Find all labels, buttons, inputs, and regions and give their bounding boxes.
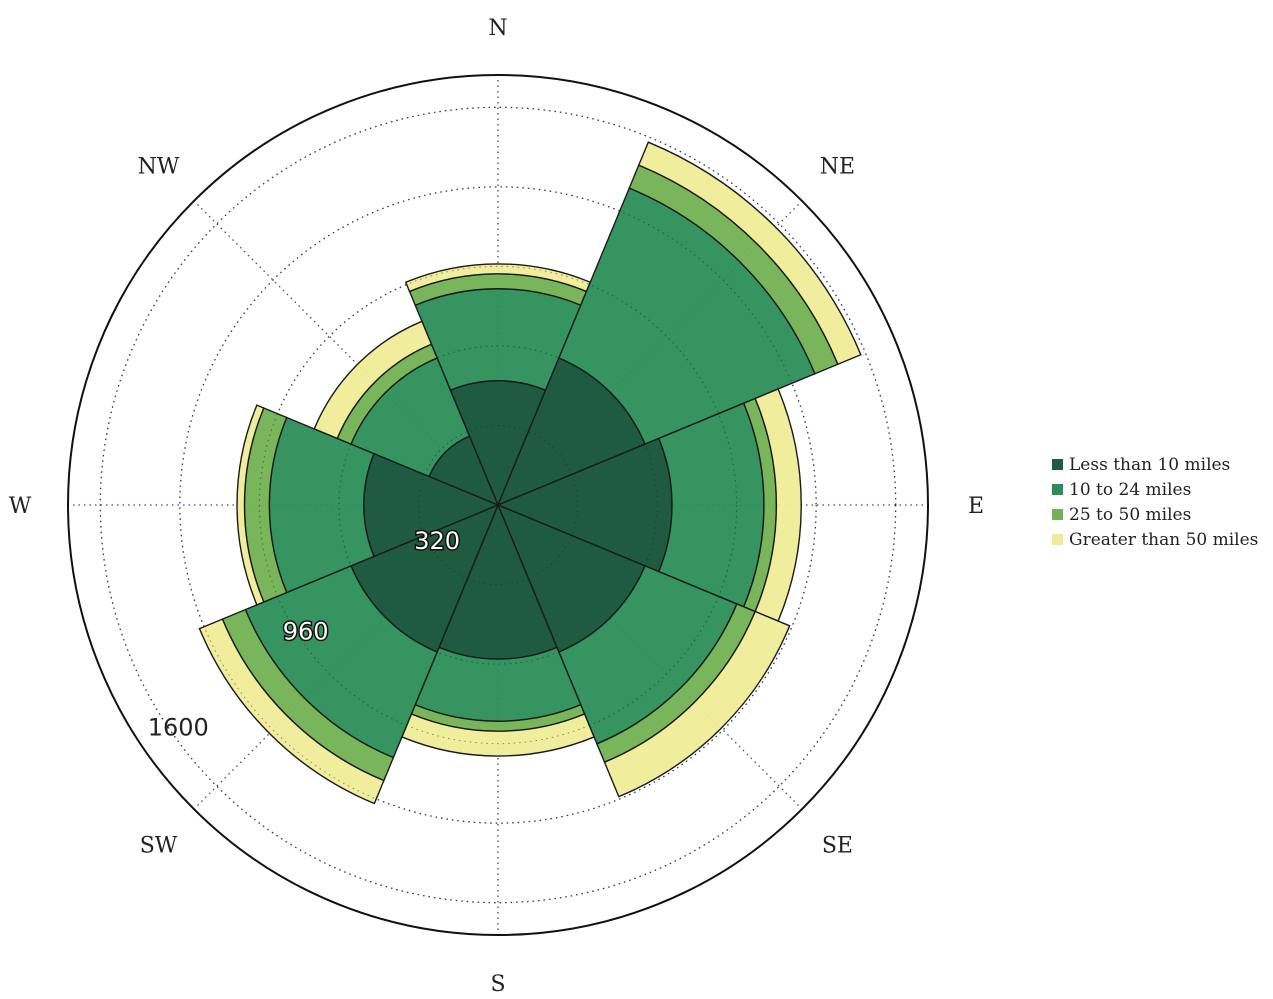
legend: Less than 10 miles 10 to 24 miles 25 to 50… — [1052, 452, 1258, 552]
bar-S-series-1 — [414, 646, 582, 722]
legend-swatch-2 — [1052, 509, 1063, 520]
bar-SE-series-3 — [603, 610, 791, 798]
bar-NE-series-3 — [637, 141, 862, 366]
grid-circle-1280 — [179, 186, 817, 824]
radial-tick-label-1600: 1600 — [148, 713, 209, 741]
grid-circle-overlay-1280 — [179, 186, 817, 824]
bar-SW-series-3 — [198, 618, 385, 805]
outer-ring — [67, 74, 929, 936]
direction-label-NE: NE — [820, 155, 855, 180]
direction-label-E: E — [968, 494, 984, 519]
legend-item-1: 10 to 24 miles — [1052, 477, 1258, 502]
legend-swatch-3 — [1052, 534, 1063, 545]
legend-label-3: Greater than 50 miles — [1069, 529, 1259, 550]
direction-label-NW: NW — [138, 155, 180, 180]
radial-tick-labels: 320 960 1600 — [148, 526, 462, 742]
legend-item-3: Greater than 50 miles — [1052, 527, 1258, 552]
bar-E-series-1 — [657, 402, 765, 608]
bar-NW-series-3 — [313, 320, 433, 440]
wind-bars — [99, 106, 897, 904]
radial-tick-label-320: 320 — [414, 527, 460, 555]
legend-swatch-0 — [1052, 459, 1063, 470]
legend-swatch-1 — [1052, 484, 1063, 495]
outer-circle — [67, 74, 929, 936]
grid-circle-1600 — [99, 106, 897, 904]
grid-circle-overlay-1600 — [99, 106, 897, 904]
legend-label-1: 10 to 24 miles — [1069, 479, 1192, 500]
legend-label-0: Less than 10 miles — [1069, 454, 1231, 475]
direction-labels: N NE E SE S SW W NW — [9, 16, 984, 997]
direction-label-S: S — [490, 972, 505, 997]
grid-circle-overlay-320 — [417, 424, 579, 586]
grid-circle-overlay-640 — [338, 345, 658, 665]
grid-circle-overlay-960 — [258, 265, 738, 745]
radial-tick-label-960: 960 — [283, 617, 329, 645]
legend-item-2: 25 to 50 miles — [1052, 502, 1258, 527]
bar-W-series-3 — [236, 404, 265, 606]
legend-item-0: Less than 10 miles — [1052, 452, 1258, 477]
direction-label-SW: SW — [140, 833, 178, 858]
direction-label-N: N — [488, 16, 507, 41]
legend-label-2: 25 to 50 miles — [1069, 504, 1192, 525]
direction-label-W: W — [9, 494, 32, 519]
direction-label-SE: SE — [822, 833, 853, 858]
